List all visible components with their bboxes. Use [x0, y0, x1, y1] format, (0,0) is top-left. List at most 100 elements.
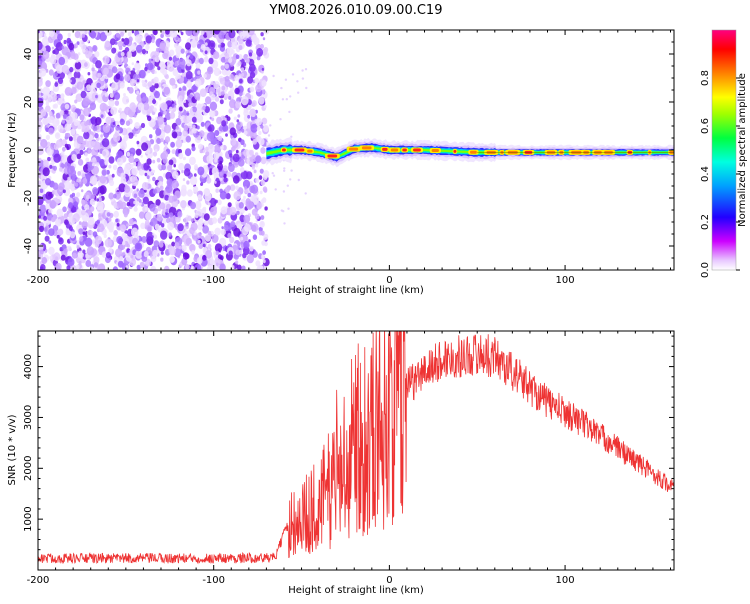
noise-blob [262, 259, 266, 264]
noise-blob [70, 50, 76, 57]
noise-speck [289, 95, 292, 98]
noise-blob [215, 199, 218, 204]
noise-blob [231, 265, 235, 269]
noise-blob [125, 265, 129, 269]
noise-blob [217, 199, 222, 206]
noise-blob [90, 31, 97, 39]
noise-blob [89, 198, 96, 206]
noise-blob [91, 67, 95, 72]
noise-blob [197, 223, 203, 231]
noise-blob [84, 237, 93, 247]
noise-blob [55, 120, 60, 125]
noise-blob [163, 110, 167, 115]
y-tick-label: 0 [23, 147, 34, 153]
noise-blob [140, 154, 143, 158]
noise-blob [75, 264, 80, 270]
noise-blob [124, 185, 131, 193]
noise-blob [252, 138, 257, 145]
noise-blob [90, 230, 94, 235]
noise-blob [148, 58, 152, 63]
noise-blob [200, 121, 205, 127]
colorbar-gradient [712, 30, 736, 270]
noise-blob [45, 178, 51, 186]
noise-blob [81, 189, 84, 193]
noise-blob [58, 56, 66, 66]
noise-blob [71, 112, 78, 120]
noise-blob [63, 248, 68, 254]
noise-blob [44, 35, 47, 40]
noise-blob [217, 217, 223, 224]
noise-blob [169, 77, 176, 86]
noise-blob [128, 132, 134, 139]
noise-blob [157, 163, 163, 170]
noise-blob [215, 250, 219, 256]
noise-speck [288, 110, 291, 114]
noise-blob [208, 57, 214, 65]
noise-blob [81, 173, 86, 178]
noise-blob [185, 135, 191, 143]
noise-blob [113, 210, 119, 218]
noise-blob [211, 117, 215, 122]
noise-blob [104, 42, 112, 51]
noise-blob [136, 196, 141, 202]
noise-blob [228, 163, 235, 172]
noise-blob [135, 44, 143, 53]
noise-blob [229, 236, 235, 244]
noise-blob [126, 249, 130, 253]
noise-blob [208, 202, 211, 206]
colorbar-frame [711, 29, 737, 271]
noise-blob [232, 153, 240, 163]
noise-blob [108, 226, 114, 233]
noise-blob [54, 72, 58, 77]
noise-blob [240, 244, 244, 248]
noise-blob [216, 140, 220, 145]
noise-blob [45, 127, 49, 132]
noise-blob [69, 77, 76, 85]
noise-blob [126, 51, 133, 58]
noise-blob [153, 240, 160, 248]
noise-blob [192, 127, 197, 134]
noise-blob [62, 206, 67, 213]
noise-blob [82, 177, 88, 185]
noise-blob [120, 31, 124, 37]
noise-blob [97, 263, 105, 270]
noise-blob [102, 148, 109, 158]
noise-blob [256, 230, 259, 234]
noise-blob [190, 218, 194, 222]
noise-blob [245, 57, 250, 64]
noise-blob [124, 163, 131, 171]
noise-blob [63, 39, 67, 45]
noise-blob [256, 126, 261, 131]
noise-blob [41, 93, 44, 97]
noise-blob [125, 134, 129, 139]
noise-blob [70, 186, 75, 192]
noise-blob [67, 245, 72, 252]
noise-blob [42, 46, 47, 52]
colorbar-tick-label: 0.8 [700, 70, 711, 86]
noise-blob [165, 171, 172, 181]
noise-blob [49, 164, 53, 169]
noise-blob [260, 230, 265, 236]
noise-blob [213, 144, 222, 154]
noise-blob [183, 86, 187, 91]
noise-speck [296, 80, 299, 83]
y-tick-label: 40 [23, 48, 34, 61]
noise-blob [71, 180, 75, 185]
noise-blob [184, 148, 192, 157]
noise-blob [68, 42, 75, 51]
noise-blob [133, 114, 137, 118]
noise-blob [74, 61, 82, 70]
noise-blob [79, 149, 84, 156]
noise-blob [128, 218, 134, 225]
noise-blob [165, 217, 171, 224]
noise-blob [116, 157, 124, 166]
noise-blob [48, 246, 55, 255]
noise-blob [115, 248, 122, 258]
noise-blob [68, 136, 73, 142]
noise-speck [301, 69, 304, 72]
noise-blob [224, 75, 230, 82]
noise-blob [48, 116, 55, 124]
figure-title: YM08.2026.010.09.00.C19 [269, 3, 443, 18]
noise-blob [263, 188, 268, 193]
